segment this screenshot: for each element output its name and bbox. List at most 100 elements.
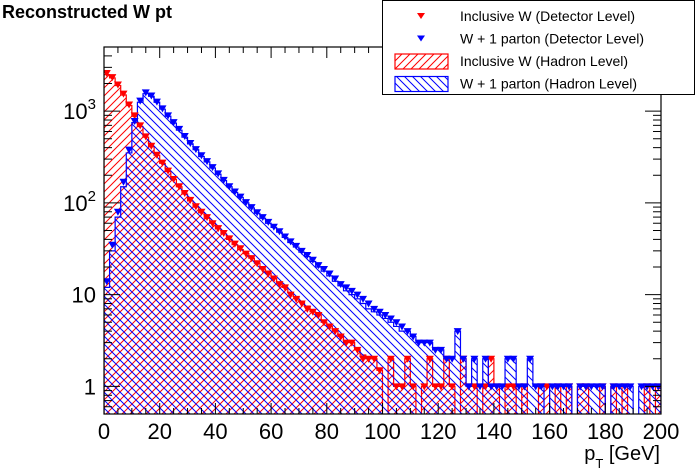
data-point	[503, 355, 512, 363]
data-point	[320, 266, 329, 274]
data-point	[169, 176, 178, 184]
data-point	[381, 311, 390, 319]
data-point	[158, 105, 167, 113]
data-point	[386, 355, 395, 363]
data-point	[219, 229, 228, 237]
data-point	[314, 311, 323, 319]
data-point	[119, 178, 128, 186]
data-point	[487, 355, 496, 363]
data-point	[370, 305, 379, 313]
data-point	[275, 281, 284, 289]
data-point	[141, 89, 150, 97]
data-point	[553, 383, 562, 391]
data-point	[308, 256, 317, 264]
x-tick-label: 80	[315, 419, 339, 444]
data-point	[336, 281, 345, 289]
legend-marker-icon	[417, 13, 425, 19]
chart-title: Reconstructed W pt	[2, 2, 173, 22]
data-point	[409, 333, 418, 341]
data-point	[258, 266, 267, 274]
data-point	[336, 333, 345, 341]
data-point	[359, 355, 368, 363]
data-point	[253, 209, 262, 217]
data-point	[297, 300, 306, 308]
data-point	[503, 383, 512, 391]
hist-w-plus-1-parton-hadron	[104, 93, 661, 414]
data-point	[565, 383, 574, 391]
data-point	[119, 90, 128, 98]
data-point	[403, 355, 412, 363]
legend-marker-icon	[417, 35, 425, 42]
data-point	[448, 355, 457, 363]
data-point	[180, 133, 189, 141]
data-point	[197, 152, 206, 160]
data-point	[147, 92, 156, 100]
y-tick-label: 10	[72, 283, 96, 308]
data-point	[253, 260, 262, 268]
legend-label: Inclusive W (Detector Level)	[460, 8, 635, 24]
data-point	[425, 355, 434, 363]
data-point	[275, 228, 284, 236]
data-point	[375, 308, 384, 316]
data-point	[269, 223, 278, 231]
data-point	[214, 225, 223, 233]
data-point	[481, 355, 490, 363]
data-point	[147, 142, 156, 150]
legend-entry: W + 1 parton (Hadron Level)	[394, 76, 637, 93]
data-point	[481, 383, 490, 391]
data-point	[520, 383, 529, 391]
data-point	[420, 339, 429, 347]
data-point	[175, 125, 184, 133]
legend-label: W + 1 parton (Hadron Level)	[460, 76, 637, 92]
data-point	[242, 250, 251, 258]
data-point	[386, 315, 395, 323]
data-point	[537, 383, 546, 391]
data-point	[225, 183, 234, 191]
data-point	[492, 383, 501, 391]
data-point	[598, 383, 607, 391]
data-point	[269, 275, 278, 283]
x-tick-label: 60	[259, 419, 283, 444]
y-tick-label: 102	[63, 188, 96, 216]
data-point	[286, 291, 295, 299]
data-point	[487, 383, 496, 391]
data-point	[203, 214, 212, 222]
data-point	[264, 218, 273, 226]
data-point	[303, 252, 312, 260]
markers-w-plus-1-parton-detector	[104, 89, 661, 391]
legend-hatch-icon	[394, 53, 449, 70]
data-point	[225, 235, 234, 243]
x-tick-label: 140	[476, 419, 513, 444]
data-point	[375, 367, 384, 375]
data-point	[392, 319, 401, 327]
data-point	[464, 383, 473, 391]
data-point	[203, 158, 212, 166]
data-point	[214, 170, 223, 178]
data-point	[297, 247, 306, 255]
x-tick-label: 180	[587, 419, 624, 444]
data-point	[247, 255, 256, 263]
data-point	[576, 383, 585, 391]
hist-outline	[104, 93, 661, 414]
data-point	[230, 240, 239, 248]
data-point	[197, 208, 206, 216]
x-tick-label: 100	[364, 419, 401, 444]
data-point	[436, 346, 445, 354]
data-point	[152, 98, 161, 106]
x-tick-label: 200	[643, 419, 680, 444]
data-point	[180, 190, 189, 198]
data-point	[108, 74, 117, 82]
data-point	[425, 339, 434, 347]
x-tick-label: 160	[531, 419, 568, 444]
data-point	[436, 383, 445, 391]
data-point	[136, 97, 145, 105]
data-point	[219, 176, 228, 184]
data-point	[125, 146, 134, 154]
data-point	[431, 383, 440, 391]
data-point	[208, 220, 217, 228]
data-point	[353, 291, 362, 299]
data-point	[325, 323, 334, 331]
data-point	[620, 383, 629, 391]
data-point	[509, 355, 518, 363]
data-point	[459, 355, 468, 363]
